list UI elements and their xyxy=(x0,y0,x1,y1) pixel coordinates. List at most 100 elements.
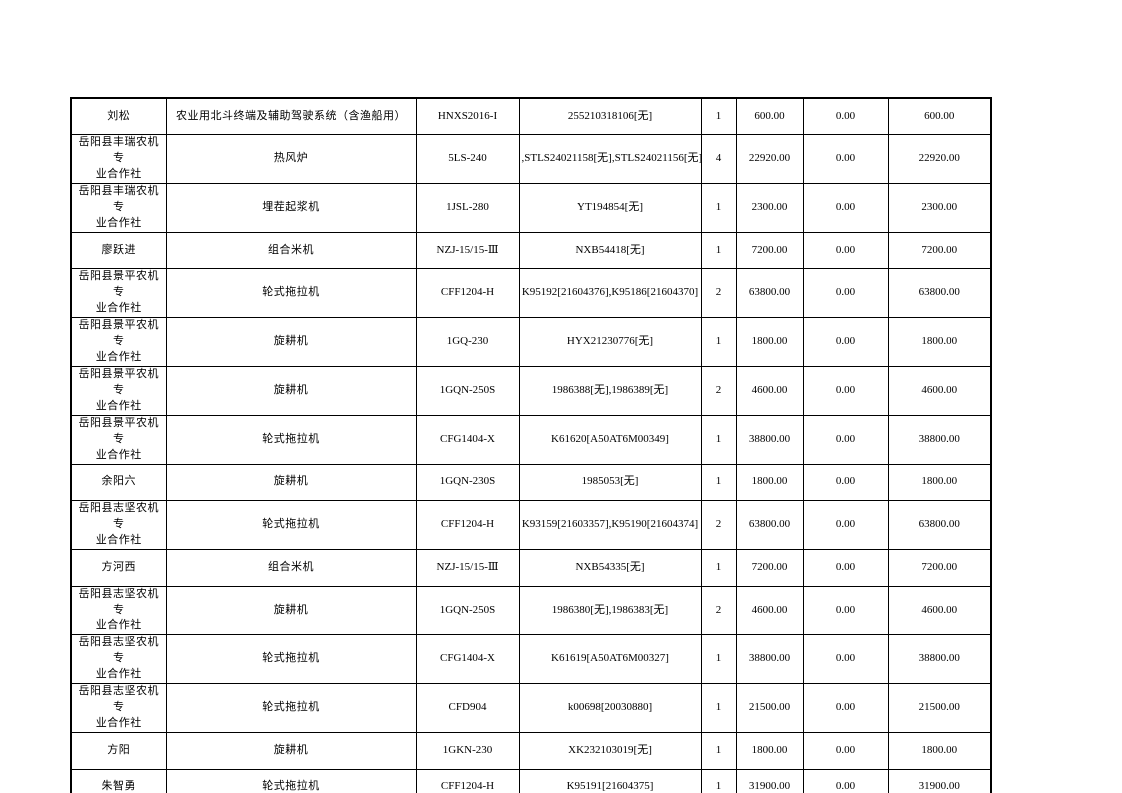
cell-owner: 岳阳县景平农机专 业合作社 xyxy=(70,317,167,367)
cell-deduction: 0.00 xyxy=(802,414,889,465)
cell-deduction: 0.00 xyxy=(802,585,889,636)
cell-serials: k00698[20030880] xyxy=(518,683,702,733)
cell-machine: 热风炉 xyxy=(165,134,417,184)
cell-deduction: 0.00 xyxy=(802,317,889,367)
table-row: 方河西 组合米机 NZJ-15/15-Ⅲ NXB54335[无] 1 7200.… xyxy=(70,548,992,587)
cell-total: 21500.00 xyxy=(887,683,992,733)
cell-total: 600.00 xyxy=(887,97,992,136)
cell-qty: 1 xyxy=(700,768,737,793)
cell-total: 1800.00 xyxy=(887,317,992,367)
cell-deduction: 0.00 xyxy=(802,683,889,733)
cell-model: 1GQN-250S xyxy=(415,585,520,636)
cell-serials: 1986380[无],1986383[无] xyxy=(518,585,702,636)
cell-serials: XK232103019[无] xyxy=(518,732,702,770)
cell-amount: 4600.00 xyxy=(735,365,804,416)
table-row: 岳阳县志坚农机专 业合作社 旋耕机 1GQN-250S 1986380[无],1… xyxy=(70,585,992,636)
table-row: 岳阳县志坚农机专 业合作社 轮式拖拉机 CFD904 k00698[200308… xyxy=(70,683,992,733)
cell-amount: 63800.00 xyxy=(735,268,804,319)
cell-total: 4600.00 xyxy=(887,585,992,636)
cell-qty: 2 xyxy=(700,365,737,416)
cell-owner: 岳阳县志坚农机专 业合作社 xyxy=(70,500,167,550)
cell-machine: 旋耕机 xyxy=(165,365,417,416)
cell-machine: 轮式拖拉机 xyxy=(165,683,417,733)
cell-serials: NXB54335[无] xyxy=(518,548,702,587)
cell-owner: 岳阳县景平农机专 业合作社 xyxy=(70,365,167,416)
cell-owner: 岳阳县景平农机专 业合作社 xyxy=(70,268,167,319)
cell-qty: 1 xyxy=(700,182,737,233)
cell-amount: 7200.00 xyxy=(735,548,804,587)
cell-owner: 岳阳县景平农机专 业合作社 xyxy=(70,414,167,465)
cell-deduction: 0.00 xyxy=(802,634,889,685)
cell-machine: 旋耕机 xyxy=(165,463,417,502)
cell-machine: 轮式拖拉机 xyxy=(165,414,417,465)
cell-machine: 轮式拖拉机 xyxy=(165,268,417,319)
cell-deduction: 0.00 xyxy=(802,548,889,587)
cell-machine: 埋茬起浆机 xyxy=(165,182,417,233)
cell-owner: 岳阳县志坚农机专 业合作社 xyxy=(70,634,167,685)
cell-qty: 1 xyxy=(700,231,737,270)
cell-serials: K95191[21604375] xyxy=(518,768,702,793)
cell-model: 1GQN-230S xyxy=(415,463,520,502)
cell-owner: 廖跃进 xyxy=(70,231,167,270)
cell-qty: 1 xyxy=(700,732,737,770)
cell-qty: 1 xyxy=(700,97,737,136)
cell-total: 63800.00 xyxy=(887,500,992,550)
cell-amount: 600.00 xyxy=(735,97,804,136)
cell-owner: 岳阳县志坚农机专 业合作社 xyxy=(70,683,167,733)
cell-serials: YT194854[无] xyxy=(518,182,702,233)
table-row: 岳阳县景平农机专 业合作社 轮式拖拉机 CFF1204-H K95192[216… xyxy=(70,268,992,319)
cell-total: 7200.00 xyxy=(887,231,992,270)
cell-qty: 1 xyxy=(700,414,737,465)
cell-owner: 刘松 xyxy=(70,97,167,136)
table-row: 方阳 旋耕机 1GKN-230 XK232103019[无] 1 1800.00… xyxy=(70,732,992,770)
cell-model: CFD904 xyxy=(415,683,520,733)
cell-machine: 组合米机 xyxy=(165,231,417,270)
cell-model: CFF1204-H xyxy=(415,268,520,319)
cell-total: 38800.00 xyxy=(887,414,992,465)
cell-model: NZJ-15/15-Ⅲ xyxy=(415,231,520,270)
table-row: 余阳六 旋耕机 1GQN-230S 1985053[无] 1 1800.00 0… xyxy=(70,463,992,502)
cell-deduction: 0.00 xyxy=(802,768,889,793)
cell-machine: 轮式拖拉机 xyxy=(165,768,417,793)
cell-machine: 旋耕机 xyxy=(165,732,417,770)
cell-machine: 旋耕机 xyxy=(165,585,417,636)
cell-model: 5LS-240 xyxy=(415,134,520,184)
cell-deduction: 0.00 xyxy=(802,732,889,770)
cell-amount: 4600.00 xyxy=(735,585,804,636)
cell-amount: 7200.00 xyxy=(735,231,804,270)
cell-amount: 38800.00 xyxy=(735,634,804,685)
cell-owner: 余阳六 xyxy=(70,463,167,502)
cell-deduction: 0.00 xyxy=(802,182,889,233)
cell-total: 22920.00 xyxy=(887,134,992,184)
cell-model: CFG1404-X xyxy=(415,414,520,465)
cell-total: 7200.00 xyxy=(887,548,992,587)
cell-machine: 轮式拖拉机 xyxy=(165,634,417,685)
table-row: 岳阳县丰瑞农机专 业合作社 埋茬起浆机 1JSL-280 YT194854[无]… xyxy=(70,182,992,233)
subsidy-table: 刘松 农业用北斗终端及辅助驾驶系统（含渔船用） HNXS2016-I 25521… xyxy=(70,97,992,793)
table-row: 岳阳县志坚农机专 业合作社 轮式拖拉机 CFG1404-X K61619[A50… xyxy=(70,634,992,685)
cell-total: 1800.00 xyxy=(887,732,992,770)
cell-qty: 2 xyxy=(700,585,737,636)
cell-amount: 21500.00 xyxy=(735,683,804,733)
cell-owner: 朱智勇 xyxy=(70,768,167,793)
cell-model: NZJ-15/15-Ⅲ xyxy=(415,548,520,587)
table-row: 刘松 农业用北斗终端及辅助驾驶系统（含渔船用） HNXS2016-I 25521… xyxy=(70,97,992,136)
cell-owner: 岳阳县志坚农机专 业合作社 xyxy=(70,585,167,636)
cell-qty: 2 xyxy=(700,500,737,550)
cell-qty: 1 xyxy=(700,634,737,685)
table-row: 岳阳县景平农机专 业合作社 旋耕机 1GQN-250S 1986388[无],1… xyxy=(70,365,992,416)
cell-amount: 22920.00 xyxy=(735,134,804,184)
cell-total: 38800.00 xyxy=(887,634,992,685)
cell-amount: 31900.00 xyxy=(735,768,804,793)
cell-amount: 1800.00 xyxy=(735,317,804,367)
cell-deduction: 0.00 xyxy=(802,500,889,550)
cell-qty: 2 xyxy=(700,268,737,319)
cell-amount: 1800.00 xyxy=(735,463,804,502)
cell-total: 63800.00 xyxy=(887,268,992,319)
table-row: 廖跃进 组合米机 NZJ-15/15-Ⅲ NXB54418[无] 1 7200.… xyxy=(70,231,992,270)
cell-qty: 4 xyxy=(700,134,737,184)
cell-model: HNXS2016-I xyxy=(415,97,520,136)
cell-owner: 方河西 xyxy=(70,548,167,587)
cell-owner: 岳阳县丰瑞农机专 业合作社 xyxy=(70,182,167,233)
cell-model: 1GQ-230 xyxy=(415,317,520,367)
